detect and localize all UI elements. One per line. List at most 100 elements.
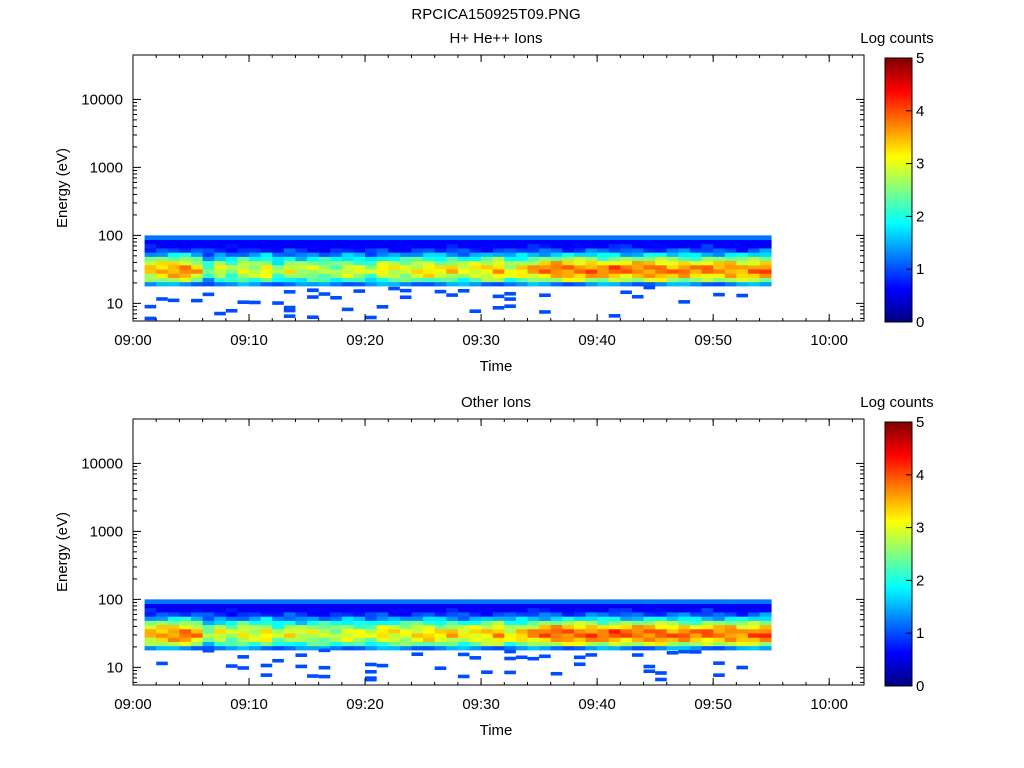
heatmap-cell bbox=[434, 264, 447, 270]
heatmap-cell bbox=[225, 243, 238, 249]
heatmap-cell bbox=[191, 603, 204, 609]
heatmap-cell bbox=[759, 645, 772, 651]
heatmap-cell bbox=[457, 277, 470, 283]
sparse-count-cell bbox=[318, 292, 331, 296]
heatmap-cell bbox=[249, 277, 262, 283]
heatmap-cell bbox=[713, 616, 726, 621]
heatmap-cell bbox=[515, 641, 528, 647]
heatmap-cell bbox=[597, 269, 610, 274]
heatmap-cell bbox=[713, 248, 726, 253]
heatmap-cell bbox=[539, 264, 552, 270]
sparse-count-cell bbox=[260, 673, 273, 677]
heatmap-cell bbox=[423, 239, 436, 245]
heatmap-cell bbox=[457, 239, 470, 245]
heatmap-cell bbox=[156, 252, 169, 257]
heatmap-cell bbox=[318, 599, 331, 604]
heatmap-cell bbox=[457, 641, 470, 647]
heatmap-cell bbox=[249, 641, 262, 647]
heatmap-cell bbox=[399, 252, 412, 257]
heatmap-cell bbox=[260, 277, 273, 283]
heatmap-cell bbox=[689, 252, 702, 257]
heatmap-cell bbox=[434, 603, 447, 609]
heatmap-cell bbox=[376, 248, 389, 253]
heatmap-cell bbox=[341, 277, 354, 283]
heatmap-cell bbox=[307, 620, 320, 626]
heatmap-cell bbox=[446, 599, 459, 604]
heatmap-cell bbox=[736, 599, 749, 604]
heatmap-cell bbox=[353, 264, 366, 270]
heatmap-cell bbox=[527, 637, 540, 642]
heatmap-cell bbox=[341, 628, 354, 634]
heatmap-cell bbox=[550, 252, 563, 257]
sparse-count-cell bbox=[504, 291, 516, 296]
heatmap-cell bbox=[655, 269, 668, 274]
heatmap-cell bbox=[283, 243, 296, 249]
heatmap-cell bbox=[214, 243, 227, 249]
heatmap-cell bbox=[724, 620, 737, 626]
heatmap-cell bbox=[724, 641, 737, 647]
heatmap-cell bbox=[260, 599, 273, 604]
heatmap-cell bbox=[260, 252, 273, 257]
heatmap-cell bbox=[539, 239, 552, 245]
heatmap-cell bbox=[167, 260, 180, 266]
heatmap-cell bbox=[399, 260, 412, 266]
heatmap-cell bbox=[144, 607, 157, 613]
heatmap-cell bbox=[620, 277, 633, 283]
heatmap-cell bbox=[144, 624, 157, 630]
heatmap-cell bbox=[655, 239, 668, 245]
heatmap-cell bbox=[550, 612, 563, 617]
colorbar-tick-label: 5 bbox=[916, 50, 924, 67]
heatmap-cell bbox=[562, 628, 575, 634]
heatmap-cell bbox=[388, 628, 401, 634]
heatmap-cell bbox=[365, 620, 378, 626]
heatmap-cell bbox=[179, 603, 192, 609]
heatmap-cell bbox=[597, 620, 610, 626]
heatmap-cell bbox=[666, 607, 679, 613]
heatmap-cell bbox=[689, 243, 702, 249]
heatmap-cell bbox=[191, 624, 204, 630]
heatmap-cell bbox=[376, 628, 389, 634]
heatmap-cell bbox=[655, 235, 668, 240]
heatmap-cell bbox=[620, 612, 633, 617]
heatmap-cell bbox=[608, 633, 621, 638]
heatmap-cell bbox=[643, 256, 656, 262]
sparse-count-cell bbox=[365, 677, 377, 682]
heatmap-cell bbox=[260, 603, 273, 609]
heatmap-cell bbox=[527, 624, 540, 630]
heatmap-cell bbox=[527, 612, 540, 617]
heatmap-cell bbox=[353, 277, 366, 283]
heatmap-cell bbox=[272, 235, 285, 240]
heatmap-cell bbox=[423, 252, 436, 257]
x-tick-label: 09:10 bbox=[230, 332, 268, 349]
heatmap-cell bbox=[539, 633, 552, 638]
heatmap-cell bbox=[283, 281, 296, 287]
heatmap-cell bbox=[283, 256, 296, 262]
heatmap-cell bbox=[191, 269, 204, 274]
heatmap-cell bbox=[469, 235, 482, 240]
heatmap-cell bbox=[341, 607, 354, 613]
heatmap-cell bbox=[631, 599, 644, 604]
heatmap-cell bbox=[376, 243, 389, 249]
heatmap-cell bbox=[550, 256, 563, 262]
heatmap-cell bbox=[759, 281, 772, 287]
heatmap-cell bbox=[330, 637, 343, 642]
heatmap-cell bbox=[144, 628, 157, 634]
heatmap-cell bbox=[423, 281, 436, 287]
heatmap-cell bbox=[655, 273, 668, 278]
heatmap-cell bbox=[747, 607, 760, 613]
heatmap-cell bbox=[434, 243, 447, 249]
heatmap-cell bbox=[411, 633, 424, 638]
heatmap-cell bbox=[620, 243, 633, 249]
heatmap-cell bbox=[365, 607, 378, 613]
colorbar-gradient bbox=[884, 421, 913, 687]
heatmap-cell bbox=[214, 612, 227, 617]
heatmap-cell bbox=[167, 281, 180, 287]
heatmap-cell bbox=[295, 607, 308, 613]
heatmap-cell bbox=[492, 264, 505, 270]
heatmap-cell bbox=[214, 273, 227, 278]
heatmap-cell bbox=[759, 628, 772, 634]
heatmap-cell bbox=[388, 269, 401, 274]
heatmap-cell bbox=[191, 281, 204, 287]
heatmap-cell bbox=[759, 239, 772, 245]
heatmap-cell bbox=[353, 260, 366, 266]
